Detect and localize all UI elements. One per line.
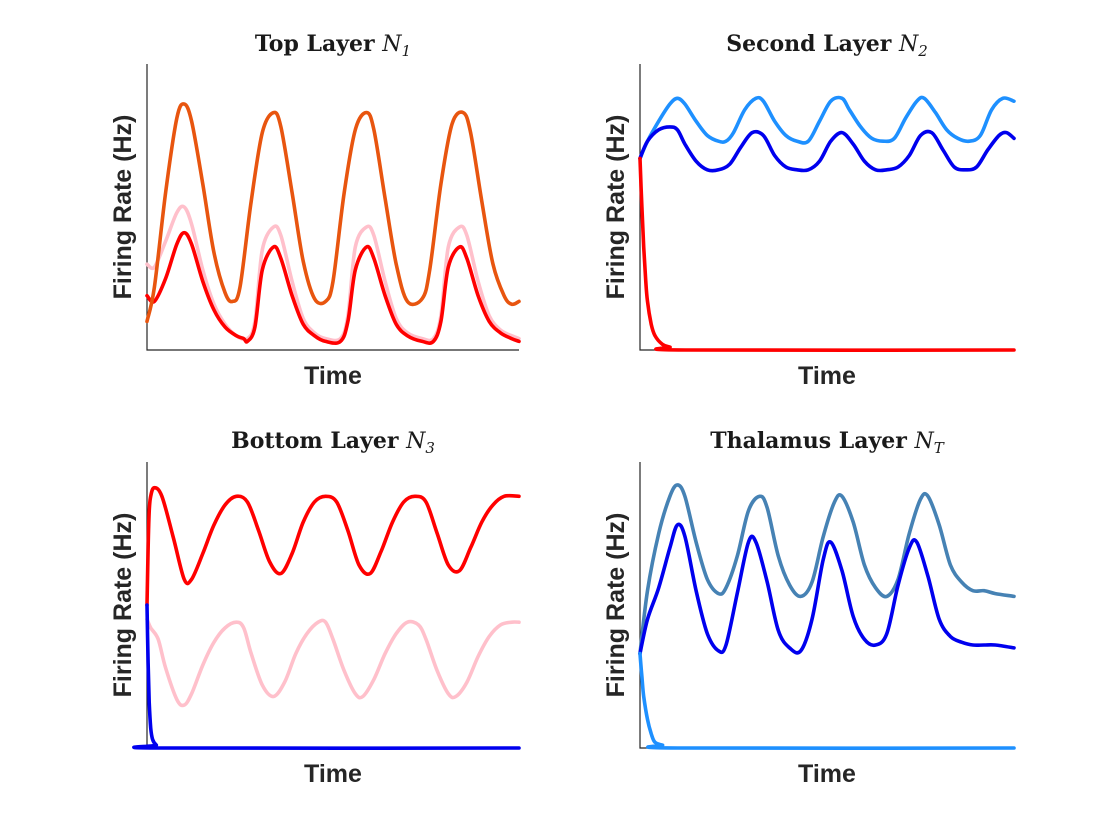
axes-frame xyxy=(146,462,519,749)
series-line-2 xyxy=(145,485,521,607)
x-axis-label: Time xyxy=(304,760,362,788)
axes-frame xyxy=(639,462,1014,749)
series-line-2 xyxy=(638,522,1016,656)
title-text: Bottom Layer xyxy=(231,428,399,454)
title-subscript: 3 xyxy=(425,439,435,457)
panel-second-layer: Second Layer N2 Time Firing Rate (Hz) xyxy=(602,31,1016,390)
plot-area xyxy=(638,483,1016,751)
title-symbol: N xyxy=(405,429,426,454)
title-symbol: N xyxy=(914,429,935,454)
title-text: Top Layer xyxy=(255,31,375,57)
title-symbol: N xyxy=(381,32,402,57)
y-axis-label: Firing Rate (Hz) xyxy=(602,115,630,300)
series-line-2 xyxy=(145,230,521,345)
x-axis-label: Time xyxy=(304,362,362,390)
x-axis-label: Time xyxy=(798,760,856,788)
title-text: Thalamus Layer xyxy=(710,428,907,454)
panel-title: Bottom Layer N3 xyxy=(231,428,435,457)
series-line-3 xyxy=(638,156,1016,353)
plot-area xyxy=(638,95,1016,353)
x-axis-label: Time xyxy=(798,362,856,390)
series-line-3 xyxy=(132,603,521,751)
y-axis-label: Firing Rate (Hz) xyxy=(109,115,137,300)
title-subscript: T xyxy=(934,439,945,457)
y-axis-label: Firing Rate (Hz) xyxy=(109,513,137,698)
title-subscript: 1 xyxy=(402,42,412,60)
y-axis-label: Firing Rate (Hz) xyxy=(602,513,630,698)
series-line-1 xyxy=(638,483,1016,656)
series-line-1 xyxy=(145,204,521,343)
series-line-1 xyxy=(638,95,1016,161)
panel-title: Thalamus Layer NT xyxy=(710,428,945,457)
panel-bottom-layer: Bottom Layer N3 Time Firing Rate (Hz) xyxy=(109,428,521,788)
series-line-3 xyxy=(638,651,1016,751)
panel-title: Top Layer N1 xyxy=(255,31,411,60)
title-text: Second Layer xyxy=(726,31,891,57)
title-symbol: N xyxy=(898,32,919,57)
axes-frame xyxy=(146,64,519,351)
plot-area xyxy=(145,102,521,345)
title-subscript: 2 xyxy=(917,42,928,60)
series-line-1 xyxy=(145,617,521,708)
series-line-3 xyxy=(145,102,521,324)
panel-title: Second Layer N2 xyxy=(726,31,928,60)
plot-area xyxy=(132,485,521,751)
series-line-2 xyxy=(638,125,1016,173)
panel-thalamus-layer: Thalamus Layer NT Time Firing Rate (Hz) xyxy=(602,428,1016,788)
panel-top-layer: Top Layer N1 Time Firing Rate (Hz) xyxy=(109,31,521,390)
